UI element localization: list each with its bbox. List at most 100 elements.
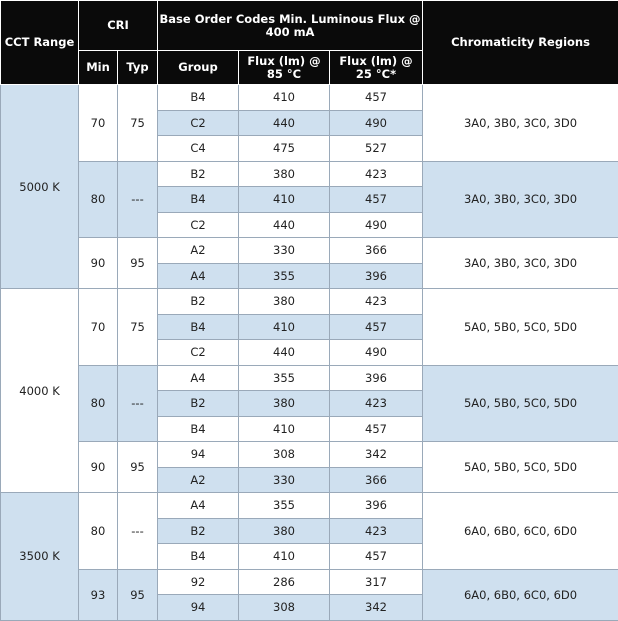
group-cell: A2: [158, 467, 239, 493]
group-cell: C4: [158, 136, 239, 162]
group-cell: A4: [158, 263, 239, 289]
header-cri-min: Min: [79, 51, 118, 85]
header-cri-typ: Typ: [118, 51, 158, 85]
chromaticity-cell: 5A0, 5B0, 5C0, 5D0: [423, 365, 618, 442]
flux-25c-cell: 457: [330, 416, 423, 442]
cri-min-cell: 93: [79, 569, 118, 620]
cri-typ-cell: ---: [118, 493, 158, 570]
flux-25c-cell: 317: [330, 569, 423, 595]
group-cell: B4: [158, 416, 239, 442]
flux-85c-cell: 410: [239, 416, 330, 442]
flux-25c-cell: 490: [330, 110, 423, 136]
cri-min-cell: 70: [79, 289, 118, 366]
header-flux-85c: Flux (lm) @ 85 °C: [239, 51, 330, 85]
flux-85c-cell: 440: [239, 340, 330, 366]
cri-typ-cell: 75: [118, 85, 158, 162]
cct-range-cell: 5000 K: [1, 85, 79, 289]
flux-85c-cell: 380: [239, 289, 330, 315]
flux-85c-cell: 475: [239, 136, 330, 162]
flux-25c-cell: 527: [330, 136, 423, 162]
group-cell: 94: [158, 595, 239, 621]
flux-25c-cell: 457: [330, 187, 423, 213]
cri-min-cell: 90: [79, 238, 118, 289]
flux-25c-cell: 490: [330, 212, 423, 238]
flux-25c-cell: 457: [330, 314, 423, 340]
cri-min-cell: 80: [79, 493, 118, 570]
flux-25c-cell: 423: [330, 391, 423, 417]
cri-min-cell: 70: [79, 85, 118, 162]
flux-85c-cell: 380: [239, 518, 330, 544]
group-cell: B2: [158, 161, 239, 187]
flux-85c-cell: 440: [239, 212, 330, 238]
flux-25c-cell: 396: [330, 263, 423, 289]
flux-85c-cell: 380: [239, 161, 330, 187]
group-cell: B2: [158, 391, 239, 417]
flux-85c-cell: 355: [239, 365, 330, 391]
flux-25c-cell: 423: [330, 161, 423, 187]
flux-85c-cell: 410: [239, 187, 330, 213]
group-cell: B4: [158, 187, 239, 213]
flux-85c-cell: 410: [239, 544, 330, 570]
header-chromaticity-regions: Chromaticity Regions: [423, 1, 618, 85]
flux-85c-cell: 410: [239, 85, 330, 111]
flux-25c-cell: 342: [330, 595, 423, 621]
cri-typ-cell: ---: [118, 365, 158, 442]
flux-85c-cell: 440: [239, 110, 330, 136]
chromaticity-cell: 6A0, 6B0, 6C0, 6D0: [423, 493, 618, 570]
header-cct-range: CCT Range: [1, 1, 79, 85]
chromaticity-cell: 3A0, 3B0, 3C0, 3D0: [423, 161, 618, 238]
flux-85c-cell: 330: [239, 238, 330, 264]
header-cri: CRI: [79, 1, 158, 51]
group-cell: A4: [158, 365, 239, 391]
flux-25c-cell: 457: [330, 544, 423, 570]
group-cell: B4: [158, 85, 239, 111]
chromaticity-cell: 3A0, 3B0, 3C0, 3D0: [423, 238, 618, 289]
group-cell: A2: [158, 238, 239, 264]
group-cell: C2: [158, 340, 239, 366]
group-cell: 92: [158, 569, 239, 595]
cct-range-cell: 3500 K: [1, 493, 79, 621]
group-cell: B4: [158, 544, 239, 570]
cri-typ-cell: 95: [118, 238, 158, 289]
flux-85c-cell: 308: [239, 442, 330, 468]
flux-85c-cell: 355: [239, 263, 330, 289]
cri-typ-cell: 95: [118, 569, 158, 620]
group-cell: C2: [158, 212, 239, 238]
flux-85c-cell: 355: [239, 493, 330, 519]
flux-85c-cell: 286: [239, 569, 330, 595]
cri-min-cell: 80: [79, 161, 118, 238]
group-cell: B4: [158, 314, 239, 340]
flux-85c-cell: 410: [239, 314, 330, 340]
group-cell: 94: [158, 442, 239, 468]
cri-min-cell: 80: [79, 365, 118, 442]
chromaticity-cell: 5A0, 5B0, 5C0, 5D0: [423, 442, 618, 493]
flux-25c-cell: 396: [330, 493, 423, 519]
group-cell: B2: [158, 518, 239, 544]
header-group: Group: [158, 51, 239, 85]
cri-min-cell: 90: [79, 442, 118, 493]
group-cell: A4: [158, 493, 239, 519]
flux-25c-cell: 366: [330, 467, 423, 493]
flux-25c-cell: 366: [330, 238, 423, 264]
group-cell: C2: [158, 110, 239, 136]
cct-range-cell: 4000 K: [1, 289, 79, 493]
flux-25c-cell: 457: [330, 85, 423, 111]
flux-85c-cell: 330: [239, 467, 330, 493]
chromaticity-cell: 3A0, 3B0, 3C0, 3D0: [423, 85, 618, 162]
flux-25c-cell: 490: [330, 340, 423, 366]
group-cell: B2: [158, 289, 239, 315]
flux-25c-cell: 396: [330, 365, 423, 391]
flux-25c-cell: 423: [330, 518, 423, 544]
chromaticity-cell: 6A0, 6B0, 6C0, 6D0: [423, 569, 618, 620]
cri-typ-cell: 95: [118, 442, 158, 493]
header-base-order-codes: Base Order Codes Min. Luminous Flux @ 40…: [158, 1, 423, 51]
